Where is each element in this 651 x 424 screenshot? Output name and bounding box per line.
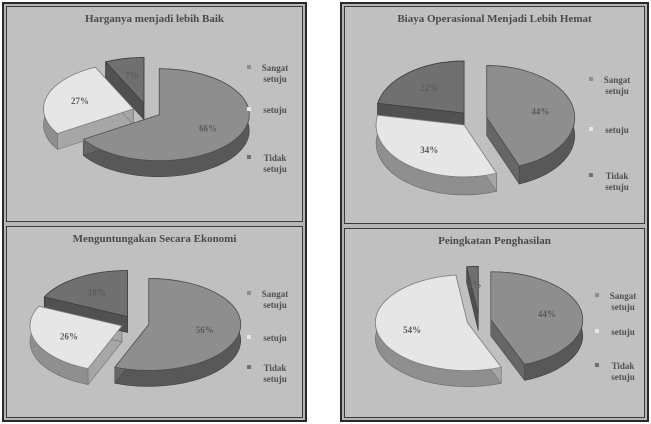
legend-label: Sangat setuju [261, 63, 289, 84]
pie-chart-ekonomi: 56% 26% 18% [29, 270, 242, 387]
pie-chart-biaya: 44% 34% 22% [375, 60, 576, 196]
legend-swatch [247, 107, 251, 111]
legend-label: Tidak setuju [263, 153, 287, 174]
data-label: 2% [468, 280, 482, 290]
pie-slice-0 [114, 278, 242, 371]
pie-chart-penghasilan: 44% 54% 2% [374, 266, 584, 387]
data-label: 44% [538, 309, 556, 319]
legend-swatch [247, 65, 251, 69]
legend-label: setuju [605, 125, 629, 135]
legend-swatch [247, 365, 251, 369]
pie-slice-0 [490, 271, 584, 365]
pie-chart-harga: 66% 27% 7% [43, 57, 250, 177]
legend-label: Tidak setuju [605, 171, 629, 192]
chart-title: Harganya menjadi lebih Baik [84, 13, 225, 25]
pie-slice-2 [43, 270, 128, 318]
legend-label: Sangat setuju [603, 75, 631, 96]
chart-title: Peingkatan Penghasilan [438, 235, 551, 247]
pie-top-group [29, 270, 242, 371]
legend-swatch [595, 363, 599, 367]
pie-slice-0 [486, 65, 576, 167]
pie-slice-1 [374, 274, 502, 372]
pie-top-group [374, 266, 584, 372]
legend-label: Tidak setuju [263, 363, 287, 384]
legend-swatch [247, 335, 251, 339]
chart-title: Menguntungakan Secara Ekonomi [72, 233, 237, 245]
chart-panel-ekonomi: Menguntungakan Secara Ekonomi 56% 26% 18% … [6, 226, 303, 418]
data-label: 44% [531, 107, 549, 117]
legend-swatch [595, 329, 599, 333]
pie-slice-2 [377, 60, 465, 114]
legend-label: Sangat setuju [261, 289, 289, 310]
chart-panel-biaya: Biaya Operasional Menjadi Lebih Hemat 44… [344, 6, 645, 224]
legend-label: setuju [263, 333, 287, 343]
data-label: 54% [403, 325, 421, 335]
legend-swatch [589, 173, 593, 177]
pie-label-group: 56% 26% 18% [60, 287, 214, 341]
pie-top-group [375, 60, 576, 178]
data-label: 56% [196, 325, 214, 335]
pie-slice-1 [375, 114, 498, 178]
pie-label-group: 44% 54% 2% [403, 280, 556, 335]
pie-slice-1 [43, 66, 135, 134]
pie-top-group [43, 57, 250, 162]
chart-panel-penghasilan: Peingkatan Penghasilan 44% 54% 2% Sangat s… [344, 228, 645, 418]
chart-panel-harga: Harganya menjadi lebih Baik 66% 27% 7% San… [6, 6, 303, 222]
legend-swatch [595, 293, 599, 297]
data-label: 26% [60, 331, 78, 341]
chart-title: Biaya Operasional Menjadi Lebih Hemat [397, 13, 592, 25]
pie-label-group: 66% 27% 7% [71, 71, 217, 134]
legend-label: Tidak setuju [611, 361, 635, 382]
pie-slice-2 [104, 57, 145, 105]
data-label: 7% [125, 71, 139, 81]
pie-label-group: 44% 34% 22% [420, 83, 549, 155]
legend-swatch [589, 77, 593, 81]
legend-swatch [247, 291, 251, 295]
legend-swatch [589, 127, 593, 131]
legend-swatch [247, 155, 251, 159]
legend-label: Sangat setuju [609, 291, 637, 312]
pie-slice-2 [466, 266, 479, 315]
pie-slice-0 [82, 68, 250, 162]
data-label: 22% [420, 83, 438, 93]
pie-slice-1 [29, 305, 123, 370]
legend-label: setuju [263, 105, 287, 115]
data-label: 27% [71, 96, 89, 106]
data-label: 34% [420, 145, 438, 155]
legend-label: setuju [611, 327, 635, 337]
data-label: 18% [88, 287, 106, 297]
data-label: 66% [199, 123, 217, 133]
